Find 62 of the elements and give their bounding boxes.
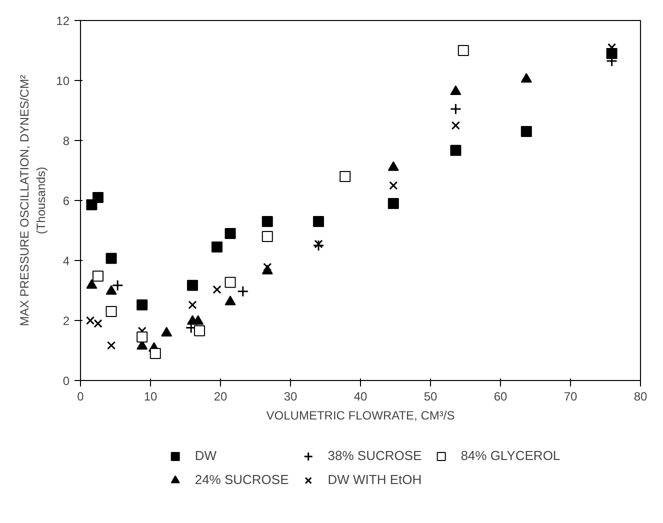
point bbox=[224, 296, 236, 306]
point bbox=[237, 286, 249, 298]
y-tick-label: 6 bbox=[62, 194, 70, 208]
point bbox=[389, 181, 398, 190]
point bbox=[150, 348, 161, 359]
point bbox=[194, 325, 205, 336]
y-tick-label: 12 bbox=[56, 14, 70, 28]
legend-label: 84% GLYCEROL bbox=[460, 448, 560, 463]
point bbox=[106, 252, 117, 264]
point bbox=[388, 198, 399, 209]
x-tick-label: 40 bbox=[354, 390, 368, 404]
point bbox=[112, 280, 124, 292]
y-tick-label: 8 bbox=[62, 134, 70, 148]
legend-label: 38% SUCROSE bbox=[328, 448, 422, 463]
point bbox=[262, 231, 273, 242]
x-tick-label: 10 bbox=[144, 390, 158, 404]
point bbox=[92, 270, 104, 282]
x-tick-label: 30 bbox=[284, 390, 298, 404]
point bbox=[136, 332, 148, 342]
y-tick-label: 10 bbox=[56, 74, 70, 88]
point bbox=[92, 192, 104, 203]
point bbox=[86, 279, 98, 289]
point bbox=[262, 216, 273, 227]
x-tick-label: 20 bbox=[214, 390, 228, 404]
x-axis-title: VOLUMETRIC FLOWRATE, CM³/S bbox=[266, 408, 455, 422]
point bbox=[450, 85, 462, 95]
point bbox=[451, 121, 460, 130]
point bbox=[263, 262, 272, 272]
legend-label: DW bbox=[194, 448, 217, 463]
point bbox=[192, 315, 204, 325]
y-tick-label: 4 bbox=[62, 254, 70, 268]
point bbox=[458, 45, 469, 56]
point bbox=[187, 280, 198, 291]
y-tick-label: 0 bbox=[62, 374, 70, 388]
point bbox=[106, 285, 117, 295]
y-tick-label: 2 bbox=[62, 314, 70, 328]
point bbox=[340, 171, 351, 182]
point bbox=[450, 144, 462, 156]
x-tick-label: 60 bbox=[494, 390, 508, 404]
point bbox=[106, 306, 117, 317]
point bbox=[520, 73, 532, 83]
point bbox=[224, 228, 236, 239]
point bbox=[188, 300, 197, 310]
point bbox=[107, 341, 116, 350]
point bbox=[312, 240, 324, 252]
point bbox=[212, 285, 222, 294]
point bbox=[313, 216, 324, 227]
legend-label: DW WITH EtOH bbox=[328, 472, 422, 487]
point bbox=[450, 103, 462, 115]
point bbox=[388, 161, 399, 171]
x-tick-label: 0 bbox=[77, 390, 84, 404]
point bbox=[136, 299, 148, 310]
x-tick-label: 70 bbox=[564, 390, 578, 404]
point bbox=[212, 242, 222, 252]
x-tick-label: 80 bbox=[634, 390, 648, 404]
x-tick-label: 50 bbox=[424, 390, 438, 404]
point bbox=[520, 126, 532, 137]
point bbox=[314, 240, 323, 248]
point bbox=[161, 326, 172, 336]
legend-label: 24% SUCROSE bbox=[194, 472, 289, 487]
y-axis-title: MAX PRESSURE OSCILLATION, DYNES/CM² (Thousands) bbox=[17, 74, 48, 326]
point bbox=[224, 276, 236, 288]
